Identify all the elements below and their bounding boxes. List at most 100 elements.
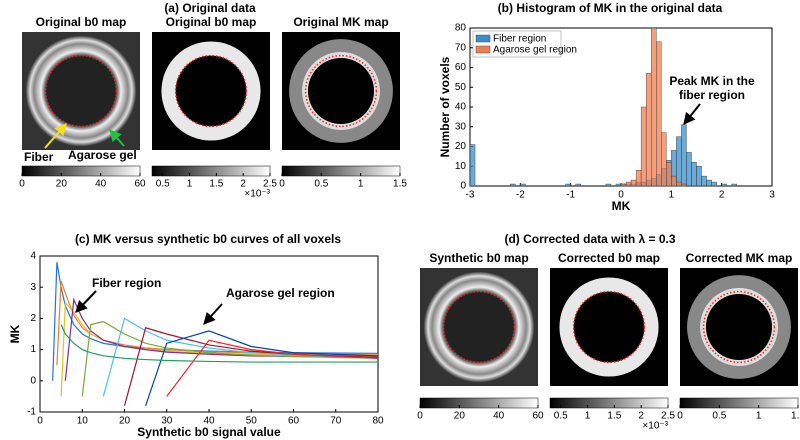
y-tick-label: 1 xyxy=(30,344,36,355)
bar xyxy=(696,166,702,187)
y-tick-label: 60 xyxy=(455,62,467,73)
image xyxy=(282,32,400,150)
colorbar-tick-label: 2.5 xyxy=(661,411,675,422)
annotation: Fiber xyxy=(24,150,54,164)
bar xyxy=(721,183,727,187)
bar xyxy=(681,183,687,187)
y-tick-label: 0 xyxy=(30,375,36,386)
bar xyxy=(676,181,682,187)
y-tick-label: 0 xyxy=(460,181,466,192)
y-tick-label: 70 xyxy=(455,42,467,53)
bar xyxy=(666,162,672,187)
x-tick-label: 70 xyxy=(330,416,342,427)
x-tick-label: -2 xyxy=(516,190,525,201)
colorbar xyxy=(679,397,799,409)
y-tick-label: 20 xyxy=(455,141,467,152)
panel-title: (a) Original data xyxy=(164,1,256,15)
panel-title: (d) Corrected data with λ = 0.3 xyxy=(504,232,675,246)
image-label: Original b0 map xyxy=(36,15,127,29)
bar xyxy=(651,27,657,187)
bar xyxy=(640,106,647,187)
bar xyxy=(620,183,627,187)
annotation: Agarose gel region xyxy=(226,286,335,300)
chart-title: (c) MK versus synthetic b0 curves of all… xyxy=(75,232,341,246)
image xyxy=(22,32,140,150)
colorbar-tick-label: 2 xyxy=(638,411,644,422)
bar xyxy=(469,144,476,187)
legend-swatch xyxy=(475,45,491,54)
x-tick-label: 60 xyxy=(288,416,300,427)
x-tick-label: 2 xyxy=(719,190,725,201)
arrow xyxy=(75,290,97,313)
x-tick-label: 40 xyxy=(203,416,215,427)
core xyxy=(705,293,773,361)
y-tick-label: -1 xyxy=(27,407,36,418)
colorbar-tick-label: 1.5 xyxy=(607,411,621,422)
colorbar-exponent: ×10⁻³ xyxy=(642,421,668,432)
line xyxy=(145,330,378,406)
boundary xyxy=(442,290,516,364)
bar xyxy=(706,179,712,187)
colorbar-tick-label: 0.5 xyxy=(156,179,170,190)
colorbar-tick-label: 40 xyxy=(95,179,107,190)
line xyxy=(102,317,378,397)
boundary xyxy=(572,290,646,364)
bar xyxy=(671,175,677,187)
annotation: Fiber region xyxy=(92,276,161,290)
chart-title: (b) Histogram of MK in the original data xyxy=(498,1,723,15)
x-tick-label: 10 xyxy=(77,416,89,427)
colorbar-tick-label: 2.5 xyxy=(263,179,277,190)
colorbar-tick-label: 0 xyxy=(677,411,683,422)
bar xyxy=(661,132,667,187)
y-tick-label: 2 xyxy=(30,313,36,324)
core xyxy=(307,57,375,125)
legend-label: Fiber region xyxy=(493,34,546,45)
bar xyxy=(630,179,637,187)
arrow xyxy=(683,103,701,125)
legend-swatch xyxy=(475,34,491,43)
bar xyxy=(701,175,707,187)
bar xyxy=(615,183,622,187)
bar xyxy=(676,136,682,187)
bar xyxy=(656,41,662,187)
colorbar-tick-label: 20 xyxy=(56,179,68,190)
colorbar-tick-label: 1.5 xyxy=(209,179,223,190)
line xyxy=(52,262,378,381)
bar xyxy=(731,183,737,187)
colorbar xyxy=(21,165,141,177)
boundary xyxy=(702,290,776,364)
colorbar-tick-label: 1 xyxy=(358,179,364,190)
image-label: Original MK map xyxy=(293,15,388,29)
colorbar-tick-label: 60 xyxy=(134,179,146,190)
ring xyxy=(25,35,137,147)
y-axis-label: MK xyxy=(8,324,22,343)
bar xyxy=(686,152,692,187)
colorbar-exponent: ×10⁻³ xyxy=(244,189,270,200)
bar xyxy=(625,181,632,187)
colorbar xyxy=(419,397,539,409)
bar xyxy=(575,183,581,187)
ring xyxy=(423,271,535,383)
boundary xyxy=(174,54,248,128)
x-axis-label: MK xyxy=(612,199,631,213)
colorbar xyxy=(549,397,669,409)
line xyxy=(64,297,378,381)
core xyxy=(175,55,247,127)
annotation: fiber region xyxy=(679,88,745,102)
bar xyxy=(520,183,526,187)
x-tick-label: -1 xyxy=(566,190,575,201)
colorbar xyxy=(151,165,271,177)
colorbar-tick-label: 1.5 xyxy=(393,179,407,190)
image xyxy=(550,268,668,386)
bar xyxy=(605,183,612,187)
image-label: Original b0 map xyxy=(166,15,257,29)
colorbar-tick-label: 0 xyxy=(19,179,25,190)
line xyxy=(81,320,378,397)
line xyxy=(123,327,378,406)
colorbar-tick-label: 20 xyxy=(454,411,466,422)
colorbar-tick-label: 40 xyxy=(493,411,505,422)
annotation: Peak MK in the xyxy=(669,74,755,88)
y-tick-label: 50 xyxy=(455,82,467,93)
